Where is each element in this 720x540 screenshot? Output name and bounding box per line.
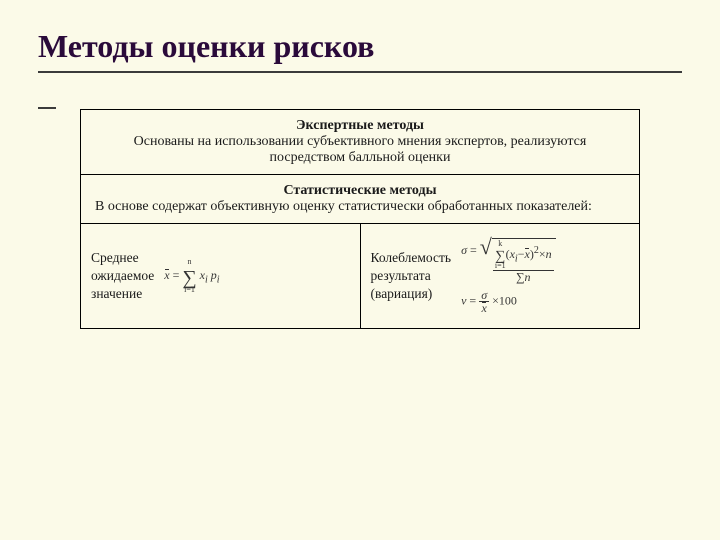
table-row: Среднее ожидаемое значение x = n∑i=1 xi …: [81, 224, 640, 329]
formula-mean: x = n∑i=1 xi pi: [164, 258, 219, 294]
statistical-methods-cell: Статистические методы В основе содержат …: [81, 175, 640, 224]
slide: Методы оценки рисков Экспертные методы О…: [0, 0, 720, 540]
page-title: Методы оценки рисков: [38, 28, 682, 65]
table-row: Статистические методы В основе содержат …: [81, 175, 640, 224]
cell-label: Среднее ожидаемое значение: [91, 249, 154, 304]
accent-mark: [38, 107, 56, 109]
section-heading: Статистические методы: [95, 183, 625, 199]
formula-variation: σ = √k∑i=1(xi−x)2×n∑n ν = σx ×100: [461, 238, 556, 314]
section-heading: Экспертные методы: [95, 118, 625, 134]
table-row: Экспертные методы Основаны на использова…: [81, 110, 640, 175]
section-body: В основе содержат объективную оценку ста…: [95, 199, 625, 215]
methods-table: Экспертные методы Основаны на использова…: [80, 109, 640, 329]
section-body: Основаны на использовании субъективного …: [95, 134, 625, 166]
expert-methods-cell: Экспертные методы Основаны на использова…: [81, 110, 640, 175]
cell-label: Колеблемость результата (вариация): [371, 249, 452, 304]
mean-value-cell: Среднее ожидаемое значение x = n∑i=1 xi …: [81, 224, 361, 329]
title-underline: [38, 71, 682, 73]
variation-cell: Колеблемость результата (вариация) σ = √…: [360, 224, 640, 329]
